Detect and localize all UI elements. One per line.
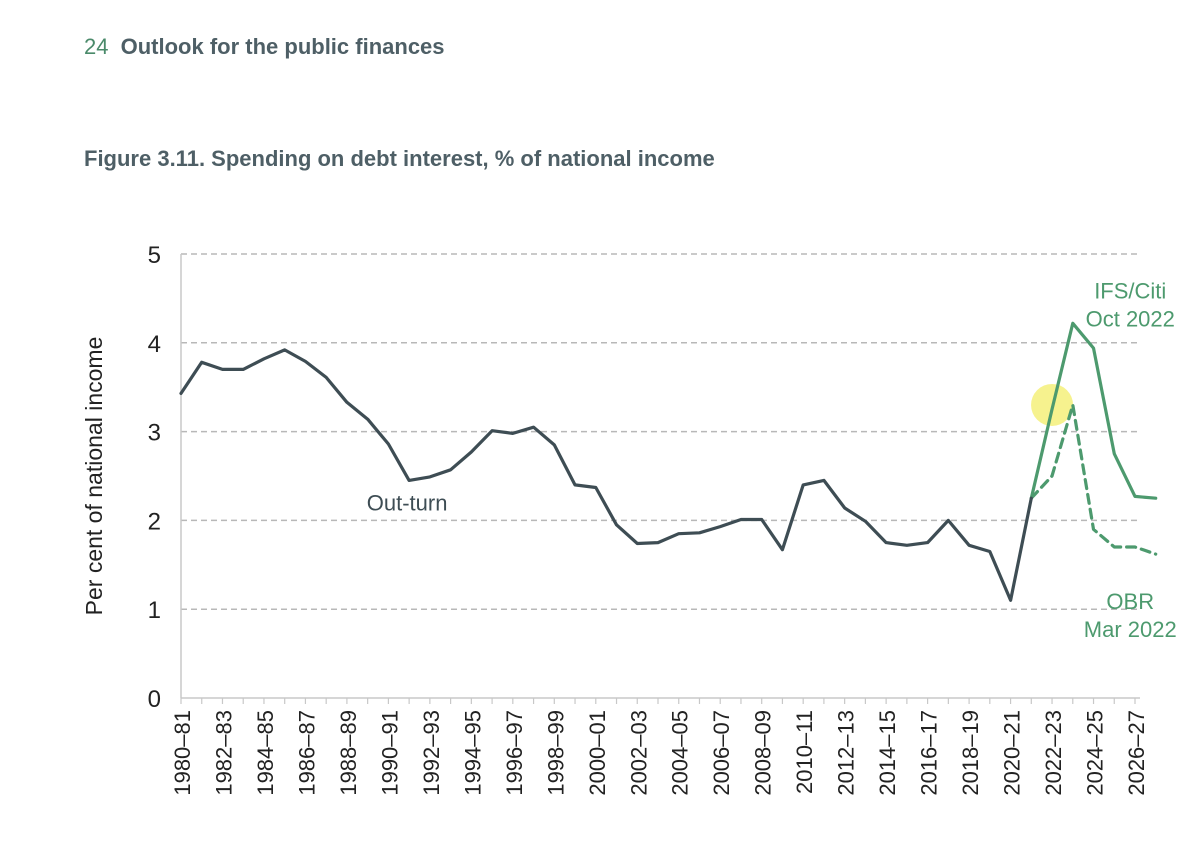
y-tick-label: 0 — [148, 686, 161, 713]
series — [179, 321, 1158, 602]
y-tick-label: 2 — [148, 508, 161, 535]
x-tick-label: 2010–11 — [792, 710, 817, 794]
series-line-2 — [1029, 403, 1158, 556]
x-tick-label: 1982–83 — [211, 710, 236, 796]
x-tick-label: 2008–09 — [751, 710, 776, 796]
x-tick-label: 2024–25 — [1083, 710, 1108, 796]
series-label-line1: OBR — [1106, 589, 1154, 614]
section-title: Outlook for the public finances — [120, 34, 445, 59]
x-tick-label: 1994–95 — [460, 710, 485, 796]
page-header: 24 Outlook for the public finances — [84, 34, 445, 60]
x-tick-label: 1990–91 — [377, 710, 402, 796]
x-tick-label: 2016–17 — [917, 710, 942, 796]
x-tick-label: 2000–01 — [585, 710, 610, 796]
x-tick-label: 2014–15 — [875, 710, 900, 796]
x-tick-label: 2026–27 — [1124, 710, 1149, 796]
series-label-line1: IFS/Citi — [1094, 278, 1166, 303]
x-tick-label: 2004–05 — [668, 710, 693, 796]
x-tick-label: 1986–87 — [294, 710, 319, 796]
x-tick-label: 2012–13 — [834, 710, 859, 796]
gridlines — [181, 253, 1140, 610]
page-number: 24 — [84, 34, 109, 59]
x-tick-label: 2020–21 — [1000, 710, 1025, 796]
x-tick-label: 2002–03 — [626, 710, 651, 796]
y-axis-title: Per cent of national income — [81, 337, 107, 616]
x-tick-label: 1996–97 — [502, 710, 527, 796]
y-tick-label: 5 — [148, 242, 161, 269]
x-tick-label: 1984–85 — [253, 710, 278, 796]
label-out-turn: Out-turn — [367, 491, 448, 516]
figure-title: Figure 3.11. Spending on debt interest, … — [84, 146, 715, 171]
x-tick-label: 1988–89 — [336, 710, 361, 796]
y-tick-label: 1 — [148, 597, 161, 624]
x-tick-label: 1980–81 — [170, 710, 195, 796]
x-tick-label: 1992–93 — [419, 710, 444, 796]
series-label-line2: Mar 2022 — [1084, 617, 1177, 642]
axes: 0 1 2 3 4 5 1980–81 1982–83 1984–85 1986–87 1988–8… — [81, 242, 1149, 796]
x-tick-label: 2006–07 — [709, 710, 734, 796]
series-label-line2: Oct 2022 — [1086, 306, 1175, 331]
y-tick-label: 3 — [148, 420, 161, 447]
series-line-0 — [179, 348, 1033, 602]
annotations: Out-turn IFS/Citi Oct 2022 OBR Mar 2022 — [367, 278, 1177, 642]
x-tick-label: 1998–99 — [543, 710, 568, 796]
y-tick-label: 4 — [148, 331, 161, 358]
series-line-1 — [1029, 321, 1158, 500]
x-tick-label: 2018–19 — [958, 710, 983, 796]
x-tick-label: 2022–23 — [1041, 710, 1066, 796]
